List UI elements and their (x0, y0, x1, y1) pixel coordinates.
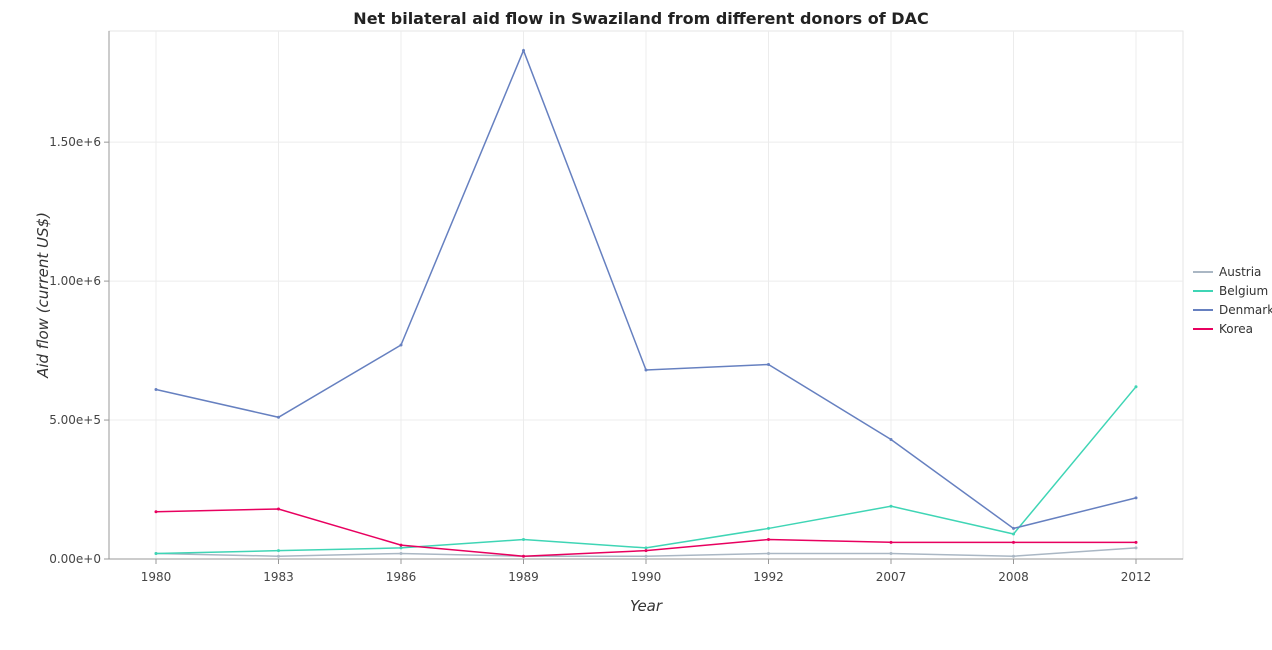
legend-label-belgium: Belgium (1219, 284, 1268, 298)
y-tick-label: 5.00e+5 (49, 413, 101, 427)
x-tick-label: 1983 (263, 570, 294, 584)
data-point-korea (1012, 540, 1015, 544)
data-point-korea (767, 538, 770, 542)
data-point-austria (1134, 546, 1138, 550)
data-point-belgium (1134, 385, 1138, 389)
data-point-belgium (767, 526, 770, 530)
data-point-austria (277, 554, 280, 558)
y-tick-label: 1.00e+6 (49, 274, 101, 288)
x-axis: 1980 1983 1986 1989 1990 1992 2007 2008 2012 (109, 558, 1183, 584)
data-point-korea (644, 549, 648, 553)
data-point-korea (154, 510, 158, 514)
data-point-denmark (1134, 496, 1138, 500)
data-point-denmark (277, 415, 280, 419)
y-axis: 0.00e+0 5.00e+5 1.00e+6 1.50e+6 (49, 31, 110, 566)
data-point-korea (1134, 540, 1138, 544)
data-point-belgium (1012, 532, 1015, 536)
data-point-denmark (644, 368, 648, 372)
data-point-korea (889, 540, 893, 544)
data-point-denmark (154, 387, 158, 391)
x-tick-label: 1990 (631, 570, 662, 584)
x-tick-label: 2007 (876, 570, 907, 584)
data-point-denmark (767, 362, 770, 366)
grid (109, 31, 1183, 560)
data-point-korea (277, 507, 280, 511)
x-axis-label: Year (630, 597, 663, 615)
data-point-belgium (522, 538, 525, 542)
chart-title: Net bilateral aid flow in Swaziland from… (353, 9, 928, 28)
data-point-denmark (1012, 526, 1015, 530)
x-tick-label: 2012 (1121, 570, 1152, 584)
data-point-korea (522, 554, 525, 558)
x-tick-label: 1989 (508, 570, 539, 584)
x-tick-label: 2008 (998, 570, 1029, 584)
data-point-denmark (522, 48, 525, 52)
legend-label-austria: Austria (1219, 265, 1261, 279)
series-lines (154, 48, 1138, 558)
data-point-belgium (277, 549, 280, 553)
data-point-denmark (399, 343, 403, 347)
data-point-austria (399, 551, 403, 555)
x-tick-label: 1980 (141, 570, 172, 584)
data-point-austria (1012, 554, 1015, 558)
data-point-belgium (889, 504, 893, 508)
data-point-austria (644, 554, 648, 558)
legend-label-korea: Korea (1219, 322, 1253, 336)
x-tick-label: 1992 (753, 570, 784, 584)
y-tick-label: 1.50e+6 (49, 135, 101, 149)
y-tick-label: 0.00e+0 (49, 552, 101, 566)
y-axis-label: Aid flow (current US$) (34, 212, 52, 379)
data-point-denmark (889, 438, 893, 442)
x-tick-label: 1986 (386, 570, 417, 584)
data-point-belgium (399, 546, 403, 550)
legend-label-denmark: Denmark (1219, 303, 1272, 317)
data-point-austria (889, 551, 893, 555)
legend: Austria Belgium Denmark Korea (1193, 265, 1272, 336)
data-point-austria (767, 551, 770, 555)
data-point-belgium (644, 546, 648, 550)
data-point-korea (399, 543, 403, 547)
data-point-belgium (154, 551, 158, 555)
